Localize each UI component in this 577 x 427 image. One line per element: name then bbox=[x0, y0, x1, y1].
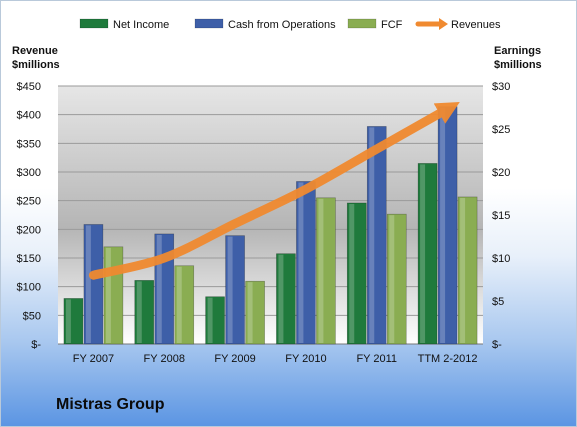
left-tick-label: $200 bbox=[17, 224, 41, 236]
legend-swatch bbox=[347, 18, 377, 29]
bar bbox=[134, 280, 155, 345]
left-tick-label: $350 bbox=[17, 138, 41, 150]
left-tick-label: $- bbox=[31, 339, 41, 351]
bar-highlight bbox=[136, 281, 142, 343]
right-tick-label: $5 bbox=[492, 296, 504, 308]
legend-label: FCF bbox=[381, 19, 403, 31]
x-tick-label: FY 2009 bbox=[214, 353, 255, 365]
right-axis-title: Earnings $millions bbox=[494, 44, 542, 72]
bar-highlight bbox=[156, 234, 162, 343]
right-tick-label: $- bbox=[492, 339, 502, 351]
bar-highlight bbox=[105, 247, 111, 343]
right-axis-title-line1: Earnings bbox=[494, 45, 542, 57]
bar bbox=[457, 196, 478, 345]
bar bbox=[245, 280, 265, 345]
legend-swatch-arrow bbox=[439, 18, 448, 30]
x-tick-label: FY 2011 bbox=[356, 353, 397, 365]
bar bbox=[174, 265, 195, 345]
x-tick-label: FY 2007 bbox=[73, 353, 114, 365]
bar-highlight bbox=[65, 299, 71, 343]
bar-highlight bbox=[207, 297, 213, 343]
bar bbox=[83, 224, 104, 345]
bar bbox=[417, 163, 438, 345]
legend-swatch bbox=[79, 18, 109, 29]
bar bbox=[346, 202, 367, 345]
right-axis-title-line2: $millions bbox=[494, 59, 542, 71]
bar bbox=[296, 181, 316, 345]
bar bbox=[316, 197, 336, 345]
bar bbox=[225, 235, 245, 345]
bar-highlight bbox=[298, 182, 304, 343]
revenue-line bbox=[88, 102, 460, 280]
bar-highlight bbox=[318, 198, 324, 343]
x-tick-label: FY 2008 bbox=[144, 353, 185, 365]
bar-highlight bbox=[460, 197, 466, 343]
right-tick-label: $30 bbox=[492, 81, 510, 93]
left-axis-title-line2: $millions bbox=[12, 59, 60, 71]
bar-highlight bbox=[369, 127, 375, 343]
bar bbox=[366, 126, 387, 345]
legend-label: Net Income bbox=[113, 19, 169, 31]
left-tick-label: $150 bbox=[17, 253, 41, 265]
left-tick-label: $250 bbox=[17, 196, 41, 208]
bar-highlight bbox=[176, 266, 182, 343]
bar-highlight bbox=[85, 225, 91, 343]
left-axis-title: Revenue $millions bbox=[12, 44, 60, 72]
right-tick-label: $15 bbox=[492, 210, 510, 222]
legend-label: Revenues bbox=[451, 19, 501, 31]
legend-swatch bbox=[194, 18, 224, 29]
bar-highlight bbox=[247, 282, 253, 343]
x-tick-label: FY 2010 bbox=[285, 353, 326, 365]
left-axis-title-line1: Revenue bbox=[12, 45, 58, 57]
left-tick-label: $400 bbox=[17, 110, 41, 122]
legend-label: Cash from Operations bbox=[228, 19, 336, 31]
bar-highlight bbox=[227, 236, 233, 343]
bar-highlight bbox=[420, 164, 426, 343]
left-tick-label: $50 bbox=[23, 310, 41, 322]
left-tick-label: $300 bbox=[17, 167, 41, 179]
left-tick-label: $450 bbox=[17, 81, 41, 93]
bar bbox=[205, 296, 225, 345]
bar bbox=[63, 298, 84, 345]
chart-title: Mistras Group bbox=[56, 396, 165, 413]
right-tick-label: $20 bbox=[492, 167, 510, 179]
right-tick-label: $10 bbox=[492, 253, 510, 265]
bar bbox=[386, 213, 407, 345]
right-tick-label: $25 bbox=[492, 124, 510, 136]
x-tick-label: TTM 2-2012 bbox=[418, 353, 478, 365]
left-tick-label: $100 bbox=[17, 282, 41, 294]
bar-highlight bbox=[349, 203, 355, 343]
bar-highlight bbox=[440, 107, 446, 343]
bar-highlight bbox=[278, 254, 284, 343]
bar bbox=[276, 253, 296, 345]
bar-highlight bbox=[389, 215, 395, 343]
